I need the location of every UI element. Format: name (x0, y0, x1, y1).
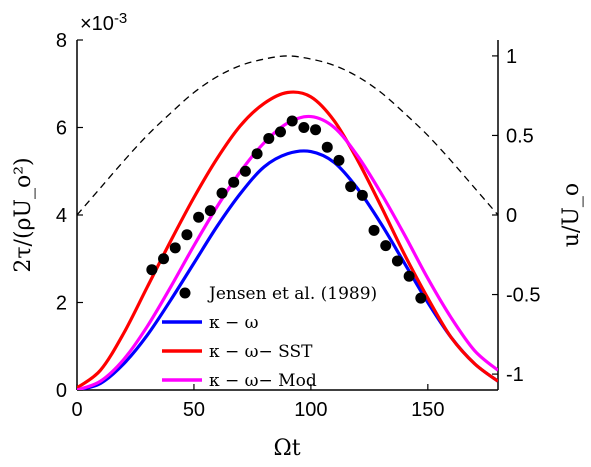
data-point (321, 141, 333, 153)
x-tick-label: 50 (183, 399, 205, 421)
y-right-tick-label: 1 (506, 46, 517, 68)
y-left-axis-label: 2τ/(ρU_o²) (11, 157, 36, 272)
left-exponent-power: -3 (114, 10, 127, 27)
series-line-1 (77, 149, 498, 390)
data-point (274, 126, 286, 138)
y-right-tick-label: -0.5 (506, 285, 540, 307)
data-point (158, 253, 170, 265)
legend-label: Jensen et al. (1989) (207, 284, 377, 304)
y-left-tick-label: 6 (56, 118, 67, 140)
left-exponent-label: ×10-3 (80, 10, 127, 35)
legend-marker-circle (179, 287, 191, 299)
legend-label: κ − ω− Mod (209, 371, 317, 391)
velocity-dashed-line (77, 55, 498, 216)
data-point (228, 176, 240, 188)
y-right-tick-label: 0.5 (506, 125, 534, 147)
data-point (310, 124, 322, 136)
data-point (391, 255, 403, 267)
y-right-tick-label: 0 (506, 205, 517, 227)
x-tick-label: 150 (411, 399, 444, 421)
data-point (181, 229, 193, 241)
data-point (403, 270, 415, 282)
data-point (239, 165, 251, 177)
data-point (146, 264, 158, 276)
data-point (356, 189, 368, 201)
data-point (345, 181, 357, 193)
data-point (298, 122, 310, 133)
y-right-axis-label: u/U_o (559, 183, 584, 247)
x-tick-label: 0 (71, 399, 82, 421)
data-point (380, 240, 392, 252)
data-point (263, 132, 275, 144)
data-point (286, 115, 298, 127)
data-point (333, 154, 345, 166)
legend-label: κ − ω (209, 313, 259, 333)
series-line-2 (77, 90, 498, 390)
y-left-tick-label: 2 (56, 293, 67, 315)
data-point (204, 205, 216, 217)
data-point (169, 242, 181, 254)
legend-label: κ − ω− SST (209, 342, 313, 362)
x-axis-label: Ωt (273, 436, 300, 461)
y-left-tick-label: 8 (56, 30, 67, 52)
data-point (216, 187, 228, 199)
x-tick-label: 100 (294, 399, 327, 421)
data-point (193, 211, 205, 223)
y-right-tick-label: -1 (506, 364, 524, 386)
y-left-tick-label: 4 (56, 205, 67, 227)
data-point (415, 292, 427, 304)
data-point (251, 148, 263, 160)
data-point (368, 224, 380, 236)
y-left-tick-label: 0 (56, 380, 67, 402)
